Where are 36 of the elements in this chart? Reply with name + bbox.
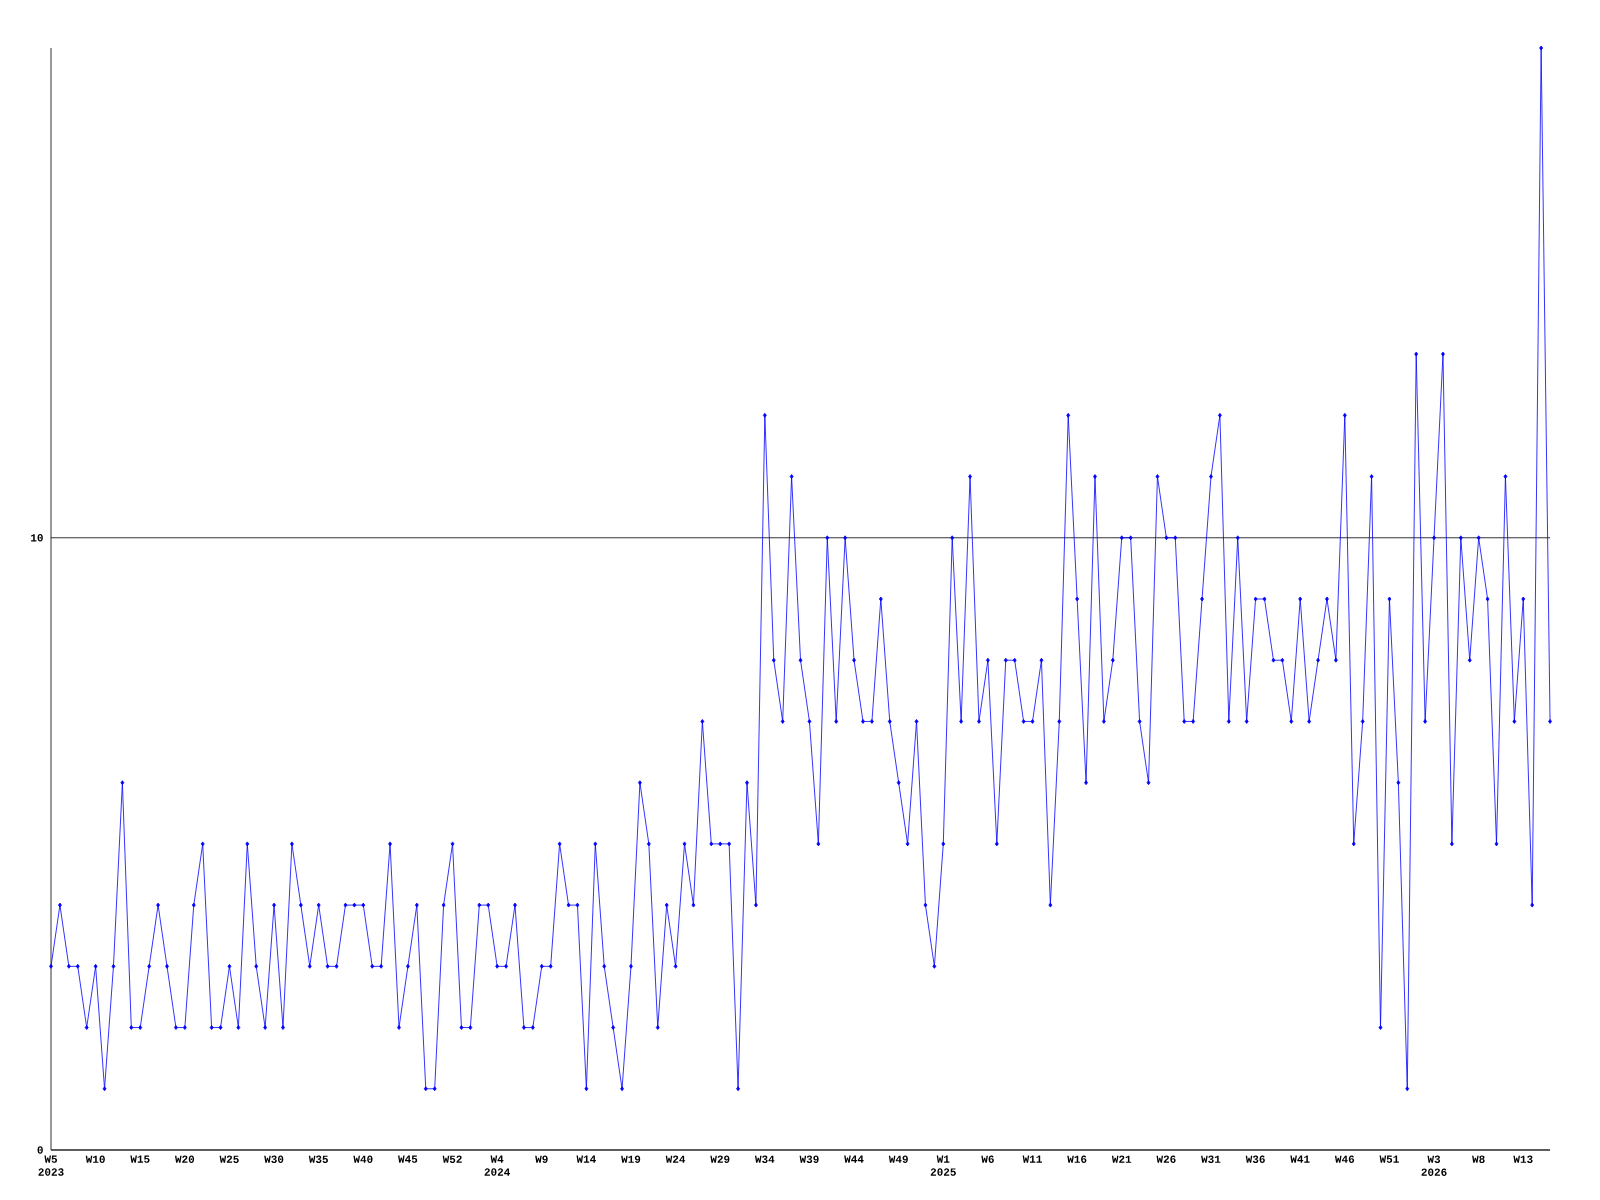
x-tick-label: W35 [308,1155,328,1163]
x-tick-label: W3 2026 [1421,1155,1447,1176]
x-tick-label: W1 2025 [930,1155,956,1176]
y-tick-label: 10 [31,534,43,542]
x-tick-label: W11 [1022,1155,1042,1163]
x-tick-label: W9 [535,1155,548,1163]
x-tick-label: W39 [799,1155,819,1163]
x-tick-label: W36 [1245,1155,1265,1163]
x-tick-label: W26 [1156,1155,1176,1163]
x-tick-label: W41 [1290,1155,1310,1163]
x-tick-label: W14 [576,1155,596,1163]
x-tick-label: W25 [219,1155,239,1163]
x-tick-label: W20 [174,1155,195,1163]
x-tick-label: W52 [442,1155,462,1163]
x-tick-label: W16 [1067,1155,1087,1163]
x-tick-label: W40 [353,1155,373,1163]
x-tick-label: W10 [85,1155,105,1163]
y-tick-label: 0 [37,1146,43,1154]
x-tick-label: W24 [665,1155,686,1163]
x-tick-label: W30 [264,1155,284,1163]
x-tick-label: W13 [1513,1155,1533,1163]
x-tick-label: W49 [888,1155,908,1163]
x-tick-label: W21 [1111,1155,1132,1163]
x-tick-label: W51 [1379,1155,1399,1163]
x-tick-label: W8 [1472,1155,1485,1163]
x-tick-label: W29 [710,1155,730,1163]
x-tick-label: W4 2024 [484,1155,510,1176]
x-tick-label: W34 [754,1155,775,1163]
x-tick-label: W15 [130,1155,150,1163]
x-tick-label: W31 [1201,1155,1221,1163]
x-tick-label: W5 2023 [38,1155,64,1176]
x-tick-label: W46 [1334,1155,1355,1163]
x-tick-label: W44 [844,1155,864,1163]
x-tick-label: W45 [398,1155,418,1163]
x-tick-label: W19 [621,1155,641,1163]
x-tick-label: W6 [981,1155,994,1163]
